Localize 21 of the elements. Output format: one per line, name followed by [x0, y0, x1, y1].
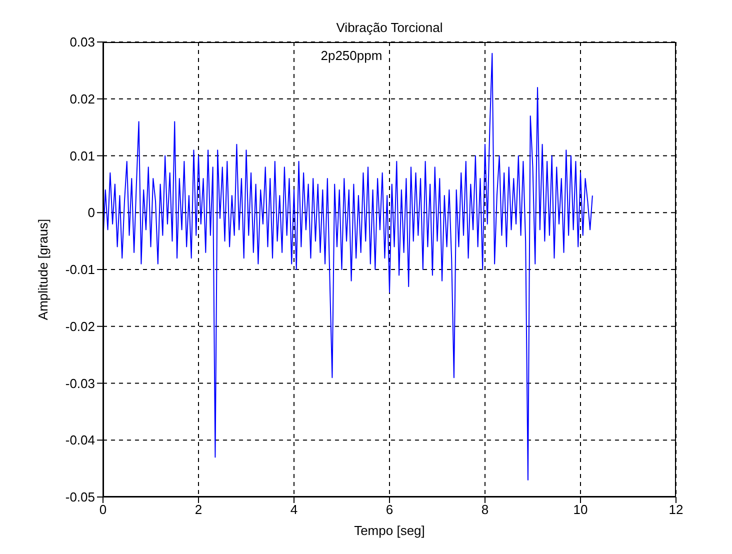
line-series [103, 52, 593, 480]
y-tick-label: 0 [88, 205, 95, 220]
x-tick-label: 12 [668, 502, 684, 518]
annotation: 2p250ppm [320, 48, 382, 63]
y-tick-label: 0.01 [70, 148, 95, 164]
y-tick-label: -0.02 [65, 318, 95, 334]
x-tick-label: 10 [573, 502, 588, 518]
x-tick-label: 6 [386, 502, 394, 518]
y-tick-label: -0.04 [65, 432, 95, 448]
y-tick-label: -0.03 [65, 376, 95, 391]
y-tick-label: 0.02 [70, 91, 95, 106]
x-tick-label: 8 [481, 502, 489, 518]
y-axis-title: Amplitude [graus] [36, 218, 51, 320]
x-axis-title: Tempo [seg] [354, 523, 425, 538]
x-tick-label: 2 [194, 502, 202, 518]
x-tick-label: 4 [290, 502, 298, 518]
y-tick-label: -0.01 [65, 262, 95, 278]
y-tick-label: 0.03 [70, 34, 95, 50]
x-tick-label: 0 [99, 502, 107, 518]
chart-title: Vibração Torcional [335, 20, 444, 35]
y-tick-label: -0.05 [65, 490, 95, 505]
